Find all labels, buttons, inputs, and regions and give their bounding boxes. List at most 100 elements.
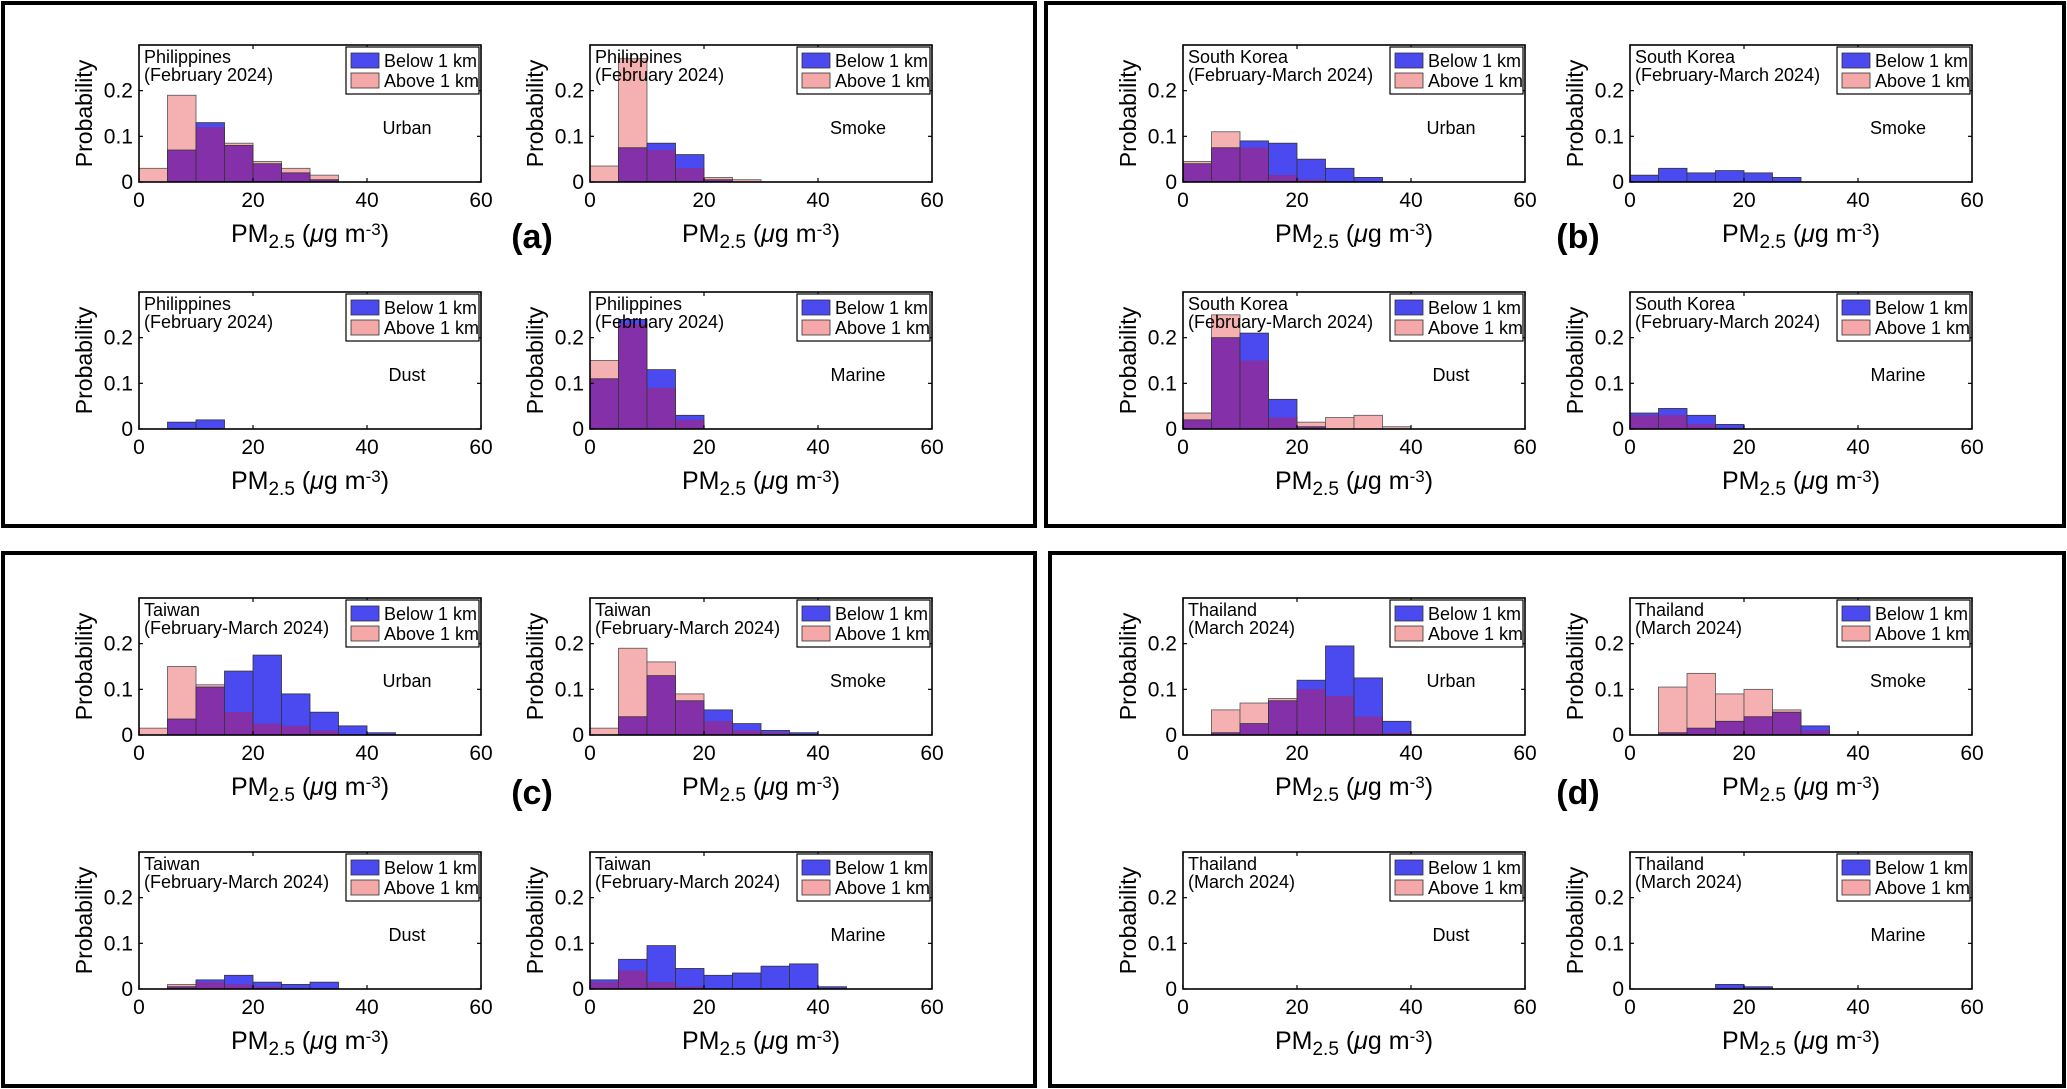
x-tick-label: 40 bbox=[1399, 996, 1422, 1019]
y-tick-label: 0 bbox=[1612, 724, 1624, 747]
period-label: (February-March 2024) bbox=[595, 618, 780, 638]
x-axis-label: PM2.5 (μg m-3) bbox=[231, 220, 389, 253]
bar-below bbox=[1297, 680, 1326, 690]
country-label: Taiwan bbox=[144, 854, 200, 874]
bar-overlap bbox=[1801, 730, 1830, 735]
legend-swatch-below bbox=[1841, 299, 1871, 316]
bar-below bbox=[1658, 168, 1687, 182]
bar-overlap bbox=[618, 716, 647, 735]
bar-overlap bbox=[704, 179, 733, 182]
x-tick-label: 20 bbox=[241, 996, 264, 1019]
country-label: Taiwan bbox=[144, 600, 200, 620]
axes-box bbox=[1629, 291, 1973, 430]
bar-overlap bbox=[1744, 716, 1773, 735]
x-tick-label: 60 bbox=[1513, 189, 1536, 212]
x-axis-label: PM2.5 (μg m-3) bbox=[1275, 467, 1433, 500]
period-label: (February 2024) bbox=[595, 65, 724, 85]
bar-overlap bbox=[1240, 360, 1269, 429]
bar-overlap bbox=[224, 145, 253, 182]
aerosol-type-label: Dust bbox=[1432, 365, 1469, 385]
period-label: (February 2024) bbox=[144, 65, 273, 85]
x-axis-label: PM2.5 (μg m-3) bbox=[682, 773, 840, 806]
bar-overlap bbox=[1240, 147, 1269, 182]
bar-below bbox=[167, 422, 196, 429]
subplot-urban: 0 20 40 60 0 0.1 0.2 Probability PM2.5 (μg m-3) P… bbox=[71, 44, 493, 253]
period-label: (February-March 2024) bbox=[1188, 65, 1373, 85]
bar-above bbox=[1658, 686, 1688, 736]
bar-overlap bbox=[1687, 424, 1716, 429]
country-label: South Korea bbox=[1188, 47, 1289, 67]
legend-swatch-above bbox=[350, 319, 380, 336]
axes-box bbox=[1182, 291, 1526, 430]
bar-overlap bbox=[647, 387, 676, 429]
legend-swatch-below bbox=[1841, 52, 1871, 69]
x-tick-label: 60 bbox=[1960, 742, 1983, 765]
bar-overlap bbox=[167, 150, 196, 182]
x-tick-label: 40 bbox=[1846, 742, 1869, 765]
x-tick-label: 0 bbox=[1624, 189, 1636, 212]
bar-below bbox=[1715, 984, 1744, 989]
legend-swatch-above bbox=[1841, 625, 1871, 642]
bar-below bbox=[196, 979, 225, 983]
legend-label-below: Below 1 km bbox=[835, 858, 928, 878]
bar-below bbox=[704, 709, 733, 722]
y-axis-label: Probability bbox=[1562, 59, 1588, 167]
bar-below bbox=[618, 319, 647, 324]
group-frame bbox=[1044, 1, 2066, 528]
panel-label: (a) bbox=[511, 218, 553, 256]
x-tick-label: 20 bbox=[241, 436, 264, 459]
legend-label-above: Above 1 km bbox=[835, 318, 930, 338]
x-tick-label: 40 bbox=[355, 742, 378, 765]
bar-below bbox=[732, 723, 761, 731]
bar-overlap bbox=[732, 730, 761, 735]
bar-below bbox=[1715, 170, 1744, 182]
bar-below bbox=[1325, 645, 1354, 697]
legend-label-above: Above 1 km bbox=[384, 624, 479, 644]
legend-label-below: Below 1 km bbox=[1875, 298, 1968, 318]
bar-above bbox=[1686, 672, 1716, 736]
legend-swatch-above bbox=[350, 625, 380, 642]
bar-below bbox=[310, 982, 339, 989]
legend-swatch-below bbox=[1394, 299, 1424, 316]
x-axis-label: PM2.5 (μg m-3) bbox=[231, 773, 389, 806]
legend-swatch-above bbox=[1394, 72, 1424, 89]
bar-below bbox=[1687, 172, 1716, 182]
y-tick-label: 0 bbox=[572, 724, 584, 747]
legend-label-above: Above 1 km bbox=[1428, 318, 1523, 338]
legend-label-above: Above 1 km bbox=[835, 878, 930, 898]
axes-box bbox=[138, 44, 482, 183]
x-tick-label: 60 bbox=[469, 189, 492, 212]
subplot-dust: 0 20 40 60 0 0.1 0.2 Probability PM2.5 (μg m-3) S… bbox=[1115, 291, 1537, 500]
y-axis-label: Probability bbox=[1115, 306, 1141, 414]
y-tick-label: 0.1 bbox=[104, 125, 133, 148]
legend-swatch-below bbox=[1394, 605, 1424, 622]
bar-above bbox=[138, 167, 168, 183]
legend-label-above: Above 1 km bbox=[1875, 71, 1970, 91]
legend-swatch-below bbox=[801, 52, 831, 69]
bar-below bbox=[1268, 143, 1297, 176]
bar-overlap bbox=[618, 970, 647, 989]
bar-below bbox=[647, 945, 676, 983]
x-axis-label: PM2.5 (μg m-3) bbox=[1722, 773, 1880, 806]
legend-swatch-below bbox=[1841, 605, 1871, 622]
bar-below bbox=[1240, 333, 1269, 361]
period-label: (February-March 2024) bbox=[144, 872, 329, 892]
country-label: Thailand bbox=[1635, 854, 1704, 874]
bar-below bbox=[196, 122, 225, 128]
x-tick-label: 0 bbox=[133, 189, 145, 212]
y-tick-label: 0 bbox=[121, 171, 133, 194]
y-tick-label: 0.2 bbox=[555, 887, 584, 910]
country-label: South Korea bbox=[1635, 47, 1736, 67]
bar-overlap bbox=[167, 986, 196, 989]
country-label: Philippines bbox=[144, 294, 231, 314]
bar-overlap bbox=[647, 675, 676, 735]
legend-label-above: Above 1 km bbox=[384, 71, 479, 91]
period-label: (February 2024) bbox=[144, 312, 273, 332]
bar-overlap bbox=[1772, 712, 1801, 735]
bar-overlap bbox=[1297, 689, 1326, 735]
x-tick-label: 20 bbox=[1732, 436, 1755, 459]
y-tick-label: 0.2 bbox=[555, 633, 584, 656]
legend-label-below: Below 1 km bbox=[835, 51, 928, 71]
subplot-urban: 0 20 40 60 0 0.1 0.2 Probability PM2.5 (μg m-3) T… bbox=[1115, 597, 1537, 806]
x-tick-label: 0 bbox=[1624, 996, 1636, 1019]
